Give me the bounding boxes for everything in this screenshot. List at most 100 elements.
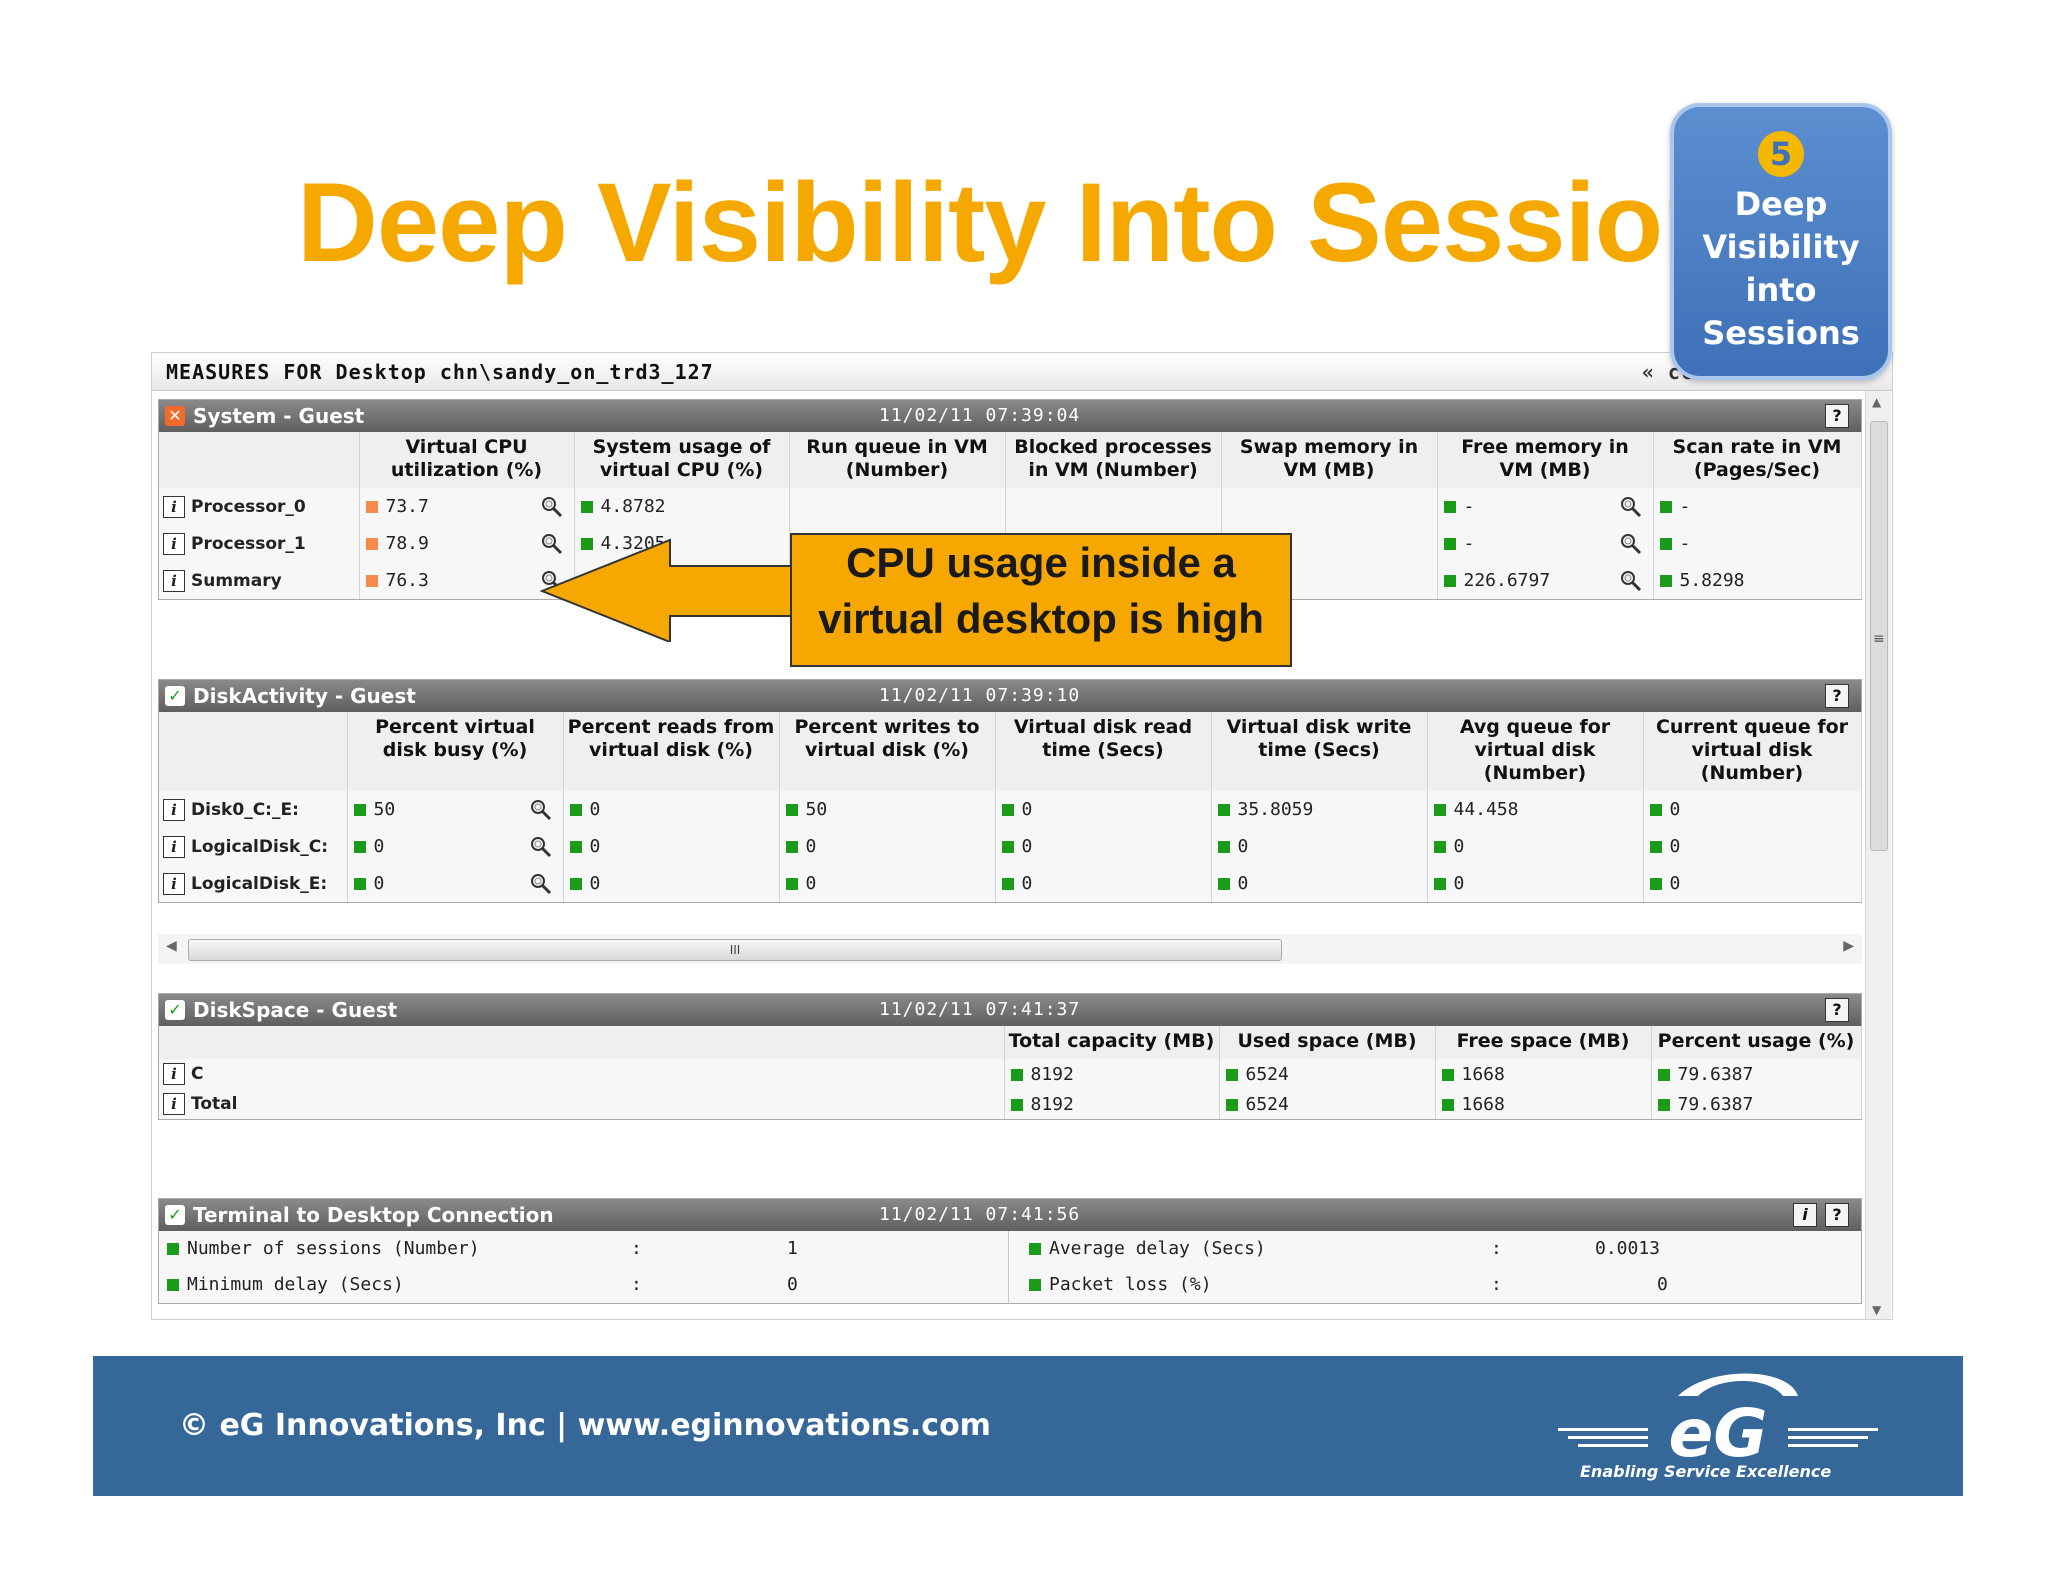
- row-name-cell: i Total: [159, 1089, 1005, 1119]
- vertical-scrollbar[interactable]: ▲ ≡ ▼: [1865, 391, 1891, 1319]
- scroll-up-icon[interactable]: ▲: [1872, 395, 1882, 409]
- column-header[interactable]: Swap memory in VM (MB): [1221, 432, 1438, 488]
- status-green-icon: [580, 501, 593, 513]
- table-cell: 0: [1643, 828, 1862, 865]
- column-header[interactable]: Virtual disk write time (Secs): [1211, 712, 1428, 791]
- status-green-icon: [580, 538, 593, 550]
- zoom-icon[interactable]: [529, 798, 553, 822]
- table-cell: 78.9: [359, 525, 575, 562]
- cell-value: 0: [589, 873, 601, 894]
- help-icon[interactable]: ?: [1825, 998, 1849, 1022]
- disk-activity-panel: ✓ DiskActivity - Guest 11/02/11 07:39:10…: [158, 679, 1862, 903]
- horizontal-scroll-thumb[interactable]: III: [188, 939, 1282, 961]
- zoom-icon[interactable]: [1619, 532, 1643, 556]
- cell-value: 1668: [1461, 1093, 1505, 1115]
- scroll-down-icon[interactable]: ▼: [1872, 1303, 1882, 1317]
- cell-value: 0: [1669, 836, 1681, 857]
- column-header[interactable]: Percent writes to virtual disk (%): [779, 712, 996, 791]
- status-green-icon: [1659, 501, 1672, 513]
- table-cell: 73.7: [359, 488, 575, 525]
- status-green-icon: [1433, 841, 1446, 853]
- status-green-icon: [1001, 878, 1014, 890]
- column-header[interactable]: Used space (MB): [1219, 1026, 1436, 1059]
- help-icon[interactable]: ?: [1825, 1203, 1849, 1227]
- help-icon[interactable]: ?: [1825, 404, 1849, 428]
- annotation-callout: CPU usage inside a virtual desktop is hi…: [790, 533, 1292, 667]
- column-header[interactable]: Percent usage (%): [1651, 1026, 1862, 1059]
- column-header[interactable]: Virtual disk read time (Secs): [995, 712, 1212, 791]
- column-header[interactable]: Free space (MB): [1435, 1026, 1652, 1059]
- info-icon[interactable]: i: [163, 532, 185, 555]
- zoom-icon[interactable]: [540, 532, 564, 556]
- table-row: i Processor_0 73.7 4.8782 - -: [159, 488, 1862, 525]
- cell-value: -: [1463, 496, 1475, 517]
- zoom-icon[interactable]: [1619, 569, 1643, 593]
- cell-value: 0: [373, 873, 385, 894]
- table-cell: 50: [779, 791, 996, 828]
- zoom-icon[interactable]: [540, 495, 564, 519]
- column-header[interactable]: Total capacity (MB): [1004, 1026, 1220, 1059]
- connection-header[interactable]: ✓ Terminal to Desktop Connection 11/02/1…: [159, 1199, 1861, 1231]
- status-green-icon: [1657, 1098, 1670, 1111]
- cell-value: 0: [1453, 836, 1465, 857]
- list-item: Packet loss (%) : 0: [1021, 1267, 1861, 1303]
- footer-tagline: Enabling Service Excellence: [1580, 1462, 1832, 1481]
- column-header[interactable]: Virtual CPU utilization (%): [359, 432, 575, 488]
- help-icon[interactable]: ?: [1825, 684, 1849, 708]
- column-header[interactable]: Avg queue for virtual disk (Number): [1427, 712, 1644, 791]
- table-cell: -: [1437, 525, 1654, 562]
- info-icon[interactable]: i: [1793, 1203, 1817, 1227]
- status-green-icon: [1441, 1098, 1454, 1111]
- info-icon[interactable]: i: [163, 1093, 185, 1115]
- disk-space-panel: ✓ DiskSpace - Guest 11/02/11 07:41:37 ? …: [158, 993, 1862, 1120]
- column-header[interactable]: System usage of virtual CPU (%): [574, 432, 790, 488]
- vertical-scroll-thumb[interactable]: [1870, 421, 1888, 851]
- disk-space-header[interactable]: ✓ DiskSpace - Guest 11/02/11 07:41:37 ?: [159, 994, 1861, 1026]
- info-icon[interactable]: i: [163, 835, 185, 858]
- status-green-icon: [1433, 804, 1446, 816]
- cell-value: 73.7: [385, 496, 429, 517]
- column-header[interactable]: Percent reads from virtual disk (%): [563, 712, 780, 791]
- panel-title: System - Guest: [193, 404, 365, 428]
- horizontal-scrollbar[interactable]: ◀ III ▶: [158, 934, 1862, 964]
- table-cell: 79.6387: [1651, 1059, 1862, 1089]
- cell-value: 6524: [1245, 1093, 1289, 1115]
- column-header[interactable]: Run queue in VM (Number): [789, 432, 1006, 488]
- status-green-icon: [353, 804, 366, 816]
- table-cell: [1221, 488, 1438, 525]
- scroll-left-icon[interactable]: ◀: [166, 938, 177, 954]
- info-icon[interactable]: i: [163, 569, 185, 592]
- status-green-icon: [1657, 1068, 1670, 1081]
- info-icon[interactable]: i: [163, 872, 185, 895]
- column-header[interactable]: Current queue for virtual disk (Number): [1643, 712, 1862, 791]
- status-green-icon: [1433, 878, 1446, 890]
- zoom-icon[interactable]: [529, 835, 553, 859]
- table-cell: 0: [1211, 865, 1428, 902]
- table-cell: 0: [1427, 865, 1644, 902]
- info-icon[interactable]: i: [163, 1063, 185, 1085]
- info-icon[interactable]: i: [163, 495, 185, 518]
- cell-value: 76.3: [385, 570, 429, 591]
- column-header[interactable]: Percent virtual disk busy (%): [347, 712, 564, 791]
- info-icon[interactable]: i: [163, 798, 185, 821]
- zoom-icon[interactable]: [1619, 495, 1643, 519]
- zoom-icon[interactable]: [529, 872, 553, 896]
- disk-activity-header[interactable]: ✓ DiskActivity - Guest 11/02/11 07:39:10…: [159, 680, 1861, 712]
- column-header[interactable]: Blocked processes in VM (Number): [1005, 432, 1222, 488]
- cell-value: 0: [589, 836, 601, 857]
- panel-timestamp: 11/02/11 07:41:56: [879, 1204, 1081, 1225]
- system-guest-header[interactable]: ✕ System - Guest 11/02/11 07:39:04 ?: [159, 400, 1861, 432]
- status-orange-icon: [365, 538, 378, 550]
- cell-value: -: [1679, 496, 1691, 517]
- column-header[interactable]: Scan rate in VM (Pages/Sec): [1653, 432, 1862, 488]
- cell-value: 0: [1237, 873, 1249, 894]
- list-item: Minimum delay (Secs) : 0: [159, 1267, 1008, 1303]
- table-cell: 0: [1427, 828, 1644, 865]
- status-green-icon: [1225, 1068, 1238, 1081]
- scroll-right-icon[interactable]: ▶: [1843, 938, 1854, 954]
- status-green-icon: [785, 841, 798, 853]
- table-cell: 6524: [1219, 1059, 1436, 1089]
- table-cell: 0: [563, 865, 780, 902]
- column-header[interactable]: Free memory in VM (MB): [1437, 432, 1654, 488]
- table-row: i Disk0_C:_E: 50 0 50 0 35.8059 44.458 0: [159, 791, 1862, 828]
